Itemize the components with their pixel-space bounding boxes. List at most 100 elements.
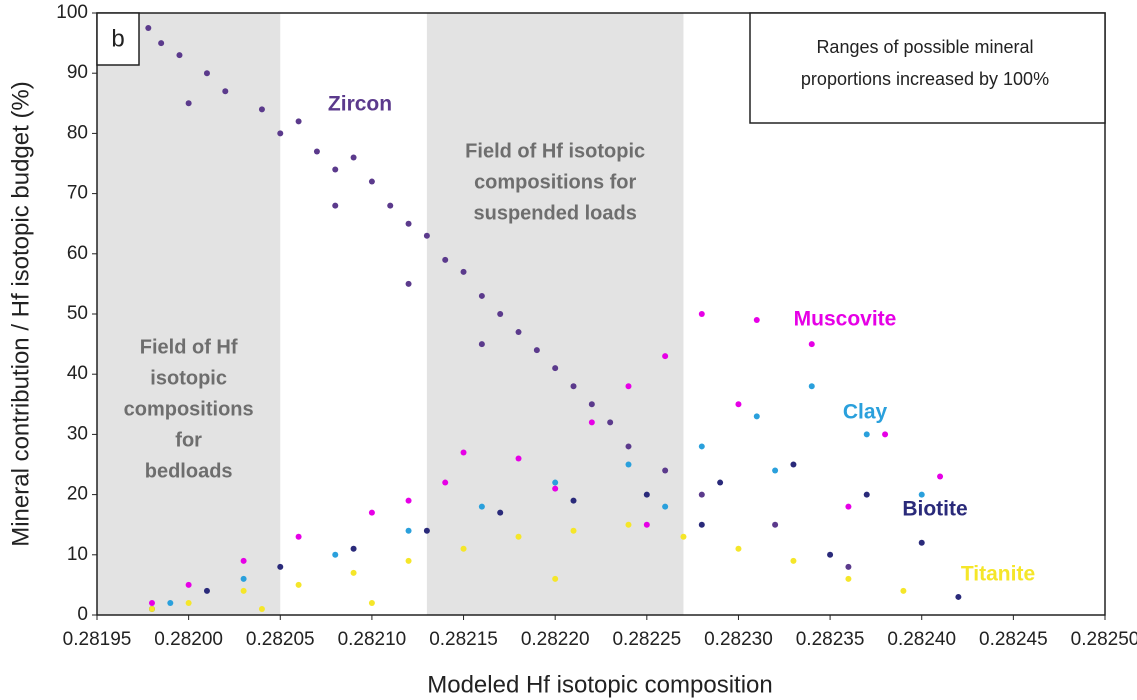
region-label: compositions for: [474, 171, 636, 193]
data-point: [533, 347, 540, 354]
data-point: [515, 533, 522, 540]
x-tick-label: 0.28225: [612, 629, 681, 650]
region-band: [97, 13, 281, 615]
x-tick-label: 0.28215: [429, 629, 498, 650]
data-point: [497, 509, 504, 516]
data-point: [845, 575, 852, 582]
data-point: [203, 587, 210, 594]
series-label: Biotite: [902, 498, 967, 521]
data-point: [460, 449, 467, 456]
data-point: [350, 545, 357, 552]
y-tick-label: 100: [56, 2, 88, 23]
y-tick-label: 50: [67, 303, 88, 324]
data-point: [203, 70, 210, 77]
data-point: [753, 317, 760, 324]
y-tick-label: 0: [77, 604, 88, 625]
region-label: isotopic: [150, 367, 227, 389]
data-point: [552, 575, 559, 582]
region-label: compositions: [124, 398, 254, 420]
data-point: [827, 551, 834, 558]
x-tick-label: 0.28195: [63, 629, 132, 650]
data-point: [148, 605, 155, 612]
data-point: [405, 220, 412, 227]
data-point: [332, 202, 339, 209]
data-point: [460, 268, 467, 275]
x-tick-label: 0.28230: [704, 629, 773, 650]
data-point: [313, 148, 320, 155]
data-point: [570, 527, 577, 534]
data-point: [176, 52, 183, 59]
data-point: [808, 341, 815, 348]
data-point: [625, 521, 632, 528]
panel-box: [96, 12, 140, 66]
data-point: [460, 545, 467, 552]
data-point: [478, 503, 485, 510]
region-label: Field of Hf: [140, 336, 238, 358]
data-point: [240, 575, 247, 582]
data-point: [405, 497, 412, 504]
data-point: [515, 329, 522, 336]
region-band: [426, 13, 684, 615]
data-point: [643, 491, 650, 498]
data-point: [185, 581, 192, 588]
region-label: Field of Hf isotopic: [465, 140, 645, 162]
regions: Field of Hf isotopic compositions for bedloa…: [97, 13, 684, 615]
data-point: [955, 593, 962, 600]
series-label: Zircon: [328, 93, 392, 116]
data-point: [148, 599, 155, 606]
data-point: [277, 130, 284, 137]
data-point: [625, 383, 632, 390]
data-point: [698, 443, 705, 450]
data-point: [240, 557, 247, 564]
series-label: Titanite: [961, 563, 1035, 586]
data-point: [145, 25, 152, 32]
y-tick-label: 20: [67, 484, 88, 505]
panel-label: b: [111, 25, 124, 52]
data-point: [772, 467, 779, 474]
y-axis-title: Mineral contribution / Hf isotopic budge…: [7, 81, 34, 547]
data-point: [442, 479, 449, 486]
data-point: [478, 341, 485, 348]
data-point: [698, 311, 705, 317]
x-tick-label: 0.28200: [154, 629, 223, 650]
y-tick-label: 40: [67, 363, 88, 384]
y-tick-label: 60: [67, 243, 88, 264]
y-tick-label: 30: [67, 423, 88, 444]
data-point: [607, 419, 614, 426]
series-label: Muscovite: [794, 308, 897, 331]
data-point: [570, 383, 577, 390]
data-point: [185, 599, 192, 606]
note-box: [749, 12, 1106, 124]
region-label: suspended loads: [473, 202, 636, 224]
data-point: [845, 503, 852, 510]
x-tick-label: 0.28235: [796, 629, 865, 650]
data-point: [167, 599, 174, 606]
data-point: [735, 545, 742, 552]
x-tick-label: 0.28250: [1071, 629, 1137, 650]
data-point: [478, 292, 485, 299]
points: [145, 25, 962, 612]
data-point: [790, 461, 797, 468]
data-point: [158, 40, 165, 47]
data-point: [350, 569, 357, 576]
y-tick-label: 80: [67, 122, 88, 143]
y-tick-label: 70: [67, 183, 88, 204]
data-point: [643, 521, 650, 528]
x-tick-label: 0.28245: [979, 629, 1048, 650]
data-point: [332, 166, 339, 173]
data-point: [845, 563, 852, 570]
data-point: [277, 563, 284, 570]
region-label: bedloads: [145, 460, 233, 482]
region-label: for: [175, 429, 202, 451]
data-point: [405, 527, 412, 534]
note-line: proportions increased by 100%: [801, 69, 1049, 89]
data-point: [405, 280, 412, 287]
data-point: [937, 473, 944, 480]
data-point: [423, 527, 430, 534]
data-point: [625, 443, 632, 450]
data-point: [882, 431, 889, 438]
data-point: [808, 383, 815, 390]
data-point: [662, 467, 669, 474]
data-point: [387, 202, 394, 209]
